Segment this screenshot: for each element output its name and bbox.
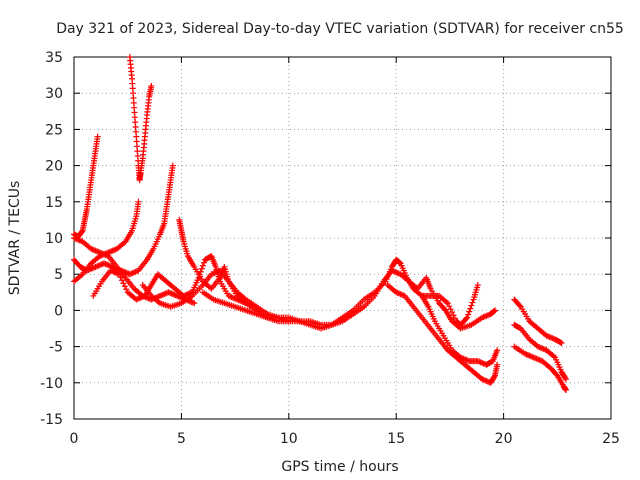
chart-title: Day 321 of 2023, Sidereal Day-to-day VTE…	[56, 21, 624, 37]
x-tick-label: 20	[495, 431, 513, 447]
x-tick-label: 15	[387, 431, 405, 447]
data-point	[516, 302, 523, 309]
data-point	[491, 373, 498, 380]
y-tick-label: -5	[49, 340, 63, 356]
axis-ticks: 0 5 10 15 20 25 -15 -10 -5 0 5 10 15 20 25 30 35	[40, 50, 620, 447]
data-point	[191, 300, 198, 307]
data-point	[468, 302, 475, 309]
data-point	[120, 280, 127, 287]
data-point	[562, 387, 569, 394]
data-point	[116, 271, 123, 278]
data-point	[135, 198, 142, 205]
y-tick-label: 5	[54, 267, 63, 283]
data-point	[121, 283, 128, 290]
data-point	[553, 371, 560, 378]
x-tick-label: 0	[70, 431, 79, 447]
y-tick-label: 30	[45, 86, 63, 102]
data-point	[494, 361, 501, 368]
y-tick-label: -10	[40, 376, 63, 392]
data-point	[557, 339, 564, 346]
data-point	[450, 312, 457, 319]
data-point	[474, 282, 481, 289]
data-point	[465, 311, 472, 318]
data-point	[148, 82, 155, 89]
data-point	[169, 162, 176, 169]
y-tick-label: 25	[45, 122, 63, 138]
x-axis-label: GPS time / hours	[281, 459, 398, 475]
y-tick-label: 20	[45, 159, 63, 175]
data-point	[118, 277, 125, 284]
data-point	[467, 305, 474, 312]
x-tick-label: 10	[280, 431, 298, 447]
data-point	[469, 299, 476, 306]
data-point	[562, 374, 569, 381]
y-axis-label: SDTVAR / TECUs	[7, 181, 23, 296]
data-point	[199, 262, 206, 269]
data-point	[494, 347, 501, 354]
y-tick-label: 35	[45, 50, 63, 66]
data-point	[117, 274, 124, 281]
data-point	[464, 314, 471, 321]
data-point	[200, 259, 207, 266]
data-point	[198, 265, 205, 272]
data-point	[449, 309, 456, 316]
data-point	[396, 259, 403, 266]
y-tick-label: 10	[45, 231, 63, 247]
data-point	[492, 307, 499, 314]
y-tick-label: 15	[45, 195, 63, 211]
x-tick-label: 25	[602, 431, 620, 447]
y-tick-label: -15	[40, 412, 63, 428]
data-point	[446, 303, 453, 310]
data-point	[451, 315, 458, 322]
data-point	[463, 315, 470, 322]
data-point	[94, 133, 101, 140]
data-point	[466, 308, 473, 315]
data-point	[562, 376, 569, 383]
data-point	[491, 308, 498, 315]
data-point	[78, 228, 85, 235]
data-point	[447, 306, 454, 313]
gridlines	[74, 57, 611, 419]
data-points	[71, 54, 569, 394]
data-point	[123, 286, 130, 293]
data-point	[444, 300, 451, 307]
y-tick-label: 0	[54, 303, 63, 319]
data-point	[441, 306, 448, 313]
x-tick-label: 5	[177, 431, 186, 447]
data-point	[558, 339, 565, 346]
